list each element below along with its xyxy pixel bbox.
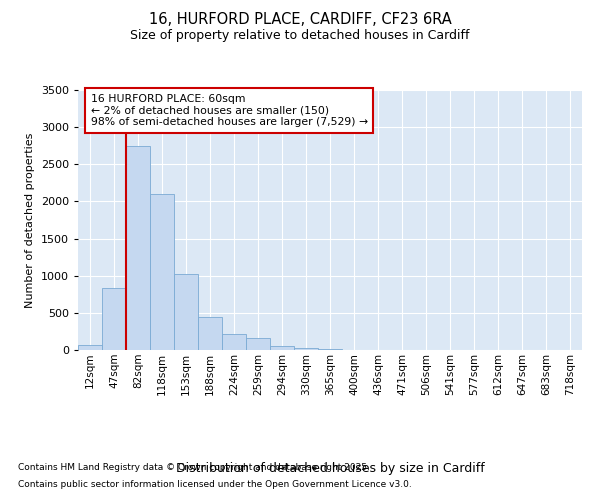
Bar xyxy=(198,316,222,350)
Text: Contains HM Land Registry data © Crown copyright and database right 2025.: Contains HM Land Registry data © Crown c… xyxy=(18,464,370,472)
Bar xyxy=(174,274,198,350)
Bar xyxy=(126,146,150,350)
Bar xyxy=(246,338,270,350)
Text: 16, HURFORD PLACE, CARDIFF, CF23 6RA: 16, HURFORD PLACE, CARDIFF, CF23 6RA xyxy=(149,12,451,28)
Bar xyxy=(102,288,126,350)
X-axis label: Distribution of detached houses by size in Cardiff: Distribution of detached houses by size … xyxy=(176,462,484,474)
Bar xyxy=(294,348,318,350)
Text: Size of property relative to detached houses in Cardiff: Size of property relative to detached ho… xyxy=(130,29,470,42)
Bar xyxy=(222,334,246,350)
Bar xyxy=(270,346,294,350)
Text: Contains public sector information licensed under the Open Government Licence v3: Contains public sector information licen… xyxy=(18,480,412,489)
Y-axis label: Number of detached properties: Number of detached properties xyxy=(25,132,35,308)
Bar xyxy=(150,194,174,350)
Text: 16 HURFORD PLACE: 60sqm
← 2% of detached houses are smaller (150)
98% of semi-de: 16 HURFORD PLACE: 60sqm ← 2% of detached… xyxy=(91,94,368,127)
Bar xyxy=(78,345,102,350)
